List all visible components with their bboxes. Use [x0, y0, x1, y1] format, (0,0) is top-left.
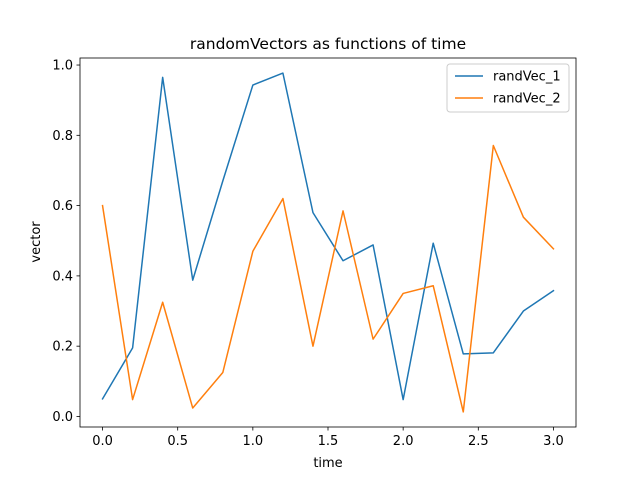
x-tick-label: 1.5	[318, 434, 339, 449]
x-tick-label: 0.5	[167, 434, 188, 449]
legend-label-randVec_2: randVec_2	[493, 92, 561, 107]
x-tick-label: 0.0	[92, 434, 113, 449]
chart-title: randomVectors as functions of time	[190, 35, 466, 53]
series-line-randVec_1	[101, 72, 555, 401]
y-tick-label: 0.0	[52, 410, 73, 425]
y-tick-label: 0.2	[52, 340, 73, 355]
y-tick-label: 0.4	[52, 269, 73, 284]
legend: randVec_1 randVec_2	[446, 63, 570, 113]
x-tick-label: 2.5	[468, 434, 489, 449]
series-line-randVec_2	[101, 144, 555, 413]
legend-label-randVec_1: randVec_1	[493, 70, 561, 85]
plot-area: 0.0 0.5 1.0 1.5 2.0 2.5 3.0 0.0 0.2 0.4 0.6 0.8 1.0	[52, 57, 577, 449]
y-tick-label: 0.8	[52, 129, 73, 144]
x-tick-label: 1.0	[243, 434, 264, 449]
y-axis-label: vector	[29, 221, 44, 263]
x-axis-label: time	[313, 456, 342, 471]
x-tick-label: 2.0	[393, 434, 414, 449]
y-tick-label: 0.6	[52, 199, 73, 214]
x-tick-label: 3.0	[543, 434, 564, 449]
y-tick-label: 1.0	[52, 59, 73, 74]
